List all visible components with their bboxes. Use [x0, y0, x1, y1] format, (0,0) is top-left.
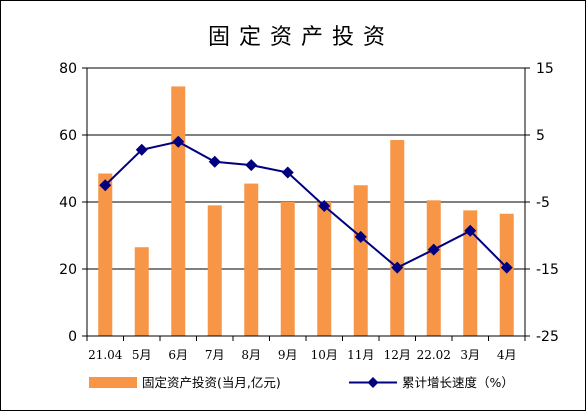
line-marker	[500, 261, 513, 274]
line-marker	[464, 224, 477, 237]
y-right-tick-label: 15	[536, 61, 554, 77]
bar	[134, 247, 149, 336]
bar	[499, 213, 514, 336]
y-left-tick-label: 60	[59, 128, 77, 144]
y-right-tick-labels: 15 5 -5 -15 -25	[536, 61, 559, 345]
line-marker	[281, 166, 294, 179]
line-marker	[391, 261, 404, 274]
line-marker	[318, 200, 331, 213]
bar	[317, 202, 332, 336]
y-left-tick-label: 80	[59, 61, 77, 77]
line-marker	[135, 143, 148, 156]
bar	[171, 86, 186, 336]
bar	[244, 183, 259, 336]
y-right-tick-label: -5	[536, 195, 550, 211]
legend-line-marker	[367, 377, 379, 388]
line-marker	[245, 159, 258, 172]
line-marker	[99, 179, 112, 192]
bar-series	[98, 86, 514, 336]
bar	[463, 210, 478, 336]
line-marker	[172, 135, 185, 148]
line-marker	[354, 230, 367, 243]
x-tick-label: 11月	[347, 348, 374, 362]
line-marker	[427, 243, 440, 256]
x-tick-label: 10月	[311, 348, 338, 362]
x-tick-label: 3月	[460, 348, 480, 362]
legend-bar-label: 固定资产投资(当月,亿元)	[142, 375, 281, 390]
chart-title: 固定资产投资	[208, 25, 394, 50]
x-tick-label: 5月	[132, 348, 152, 362]
bar	[426, 200, 441, 336]
line-series	[99, 135, 513, 274]
legend-line-label: 累计增长速度（%）	[402, 375, 514, 390]
legend-bar-swatch	[89, 377, 137, 388]
x-tick-label: 7月	[205, 348, 225, 362]
legend: 固定资产投资(当月,亿元) 累计增长速度（%）	[89, 375, 514, 390]
x-tick-label: 21.04	[88, 348, 123, 362]
x-tick-label: 9月	[278, 348, 298, 362]
x-tick-labels: 21.04 5月 6月 7月 8月 9月 10月 11月 12月 22.02 3月 4月	[88, 348, 517, 362]
bar	[98, 173, 113, 336]
y-left-tick-label: 0	[68, 329, 77, 345]
bar	[207, 205, 222, 336]
bar	[353, 185, 368, 336]
x-tick-label: 6月	[168, 348, 188, 362]
y-left-tick-label: 20	[59, 262, 77, 278]
gridlines	[87, 134, 525, 270]
line-marker	[208, 155, 221, 168]
x-tick-label: 4月	[497, 348, 517, 362]
x-tick-label: 12月	[384, 348, 411, 362]
line-path	[104, 140, 508, 269]
axes	[82, 67, 530, 341]
bar	[390, 140, 405, 336]
y-right-tick-label: -25	[536, 329, 559, 345]
y-right-tick-label: 5	[536, 128, 545, 144]
y-left-tick-labels: 0 20 40 60 80	[59, 61, 77, 345]
x-tick-label: 22.02	[417, 348, 451, 362]
x-tick-label: 8月	[241, 348, 261, 362]
bar	[280, 202, 295, 336]
y-right-tick-label: -15	[536, 262, 559, 278]
y-left-tick-label: 40	[59, 195, 77, 211]
